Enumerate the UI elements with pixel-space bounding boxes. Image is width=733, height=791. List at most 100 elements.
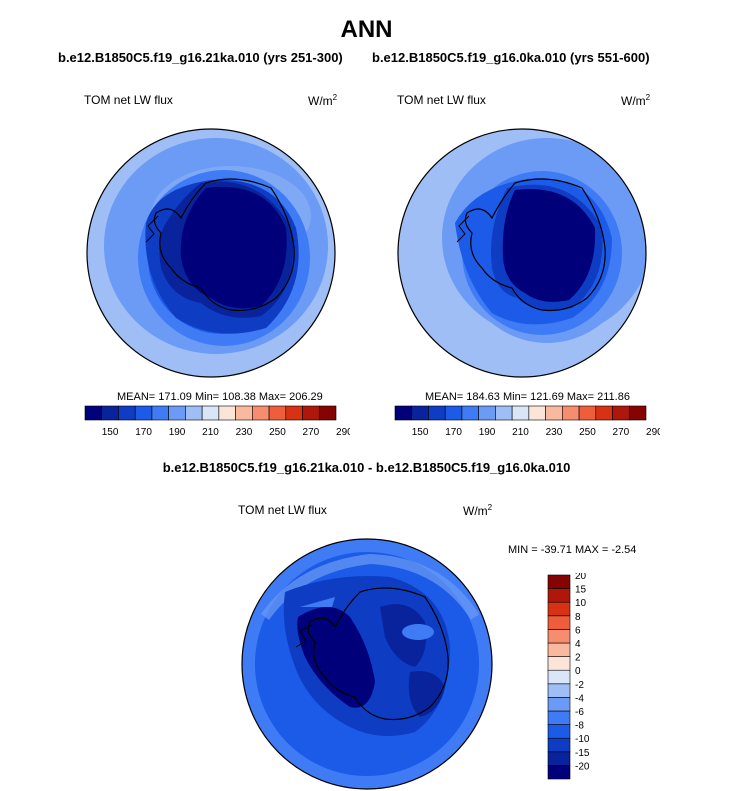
diff-colorbar-swatch [547,765,571,780]
diff-colorbar-tick-label: -6 [575,707,584,718]
right-colorbar-swatch [411,405,429,421]
left-units: W/m2 [308,93,337,108]
right-units-exp: 2 [645,93,651,102]
left-colorbar-swatch [268,405,287,421]
diff-colorbar-tick-label: -15 [575,748,590,759]
diff-units-exp: 2 [487,503,493,512]
diff-colorbar-tick-label: 6 [575,625,581,636]
diff-units: W/m2 [463,503,492,518]
left-colorbar-swatch [302,405,320,421]
diff-colorbar-swatch [547,574,571,589]
diff-stats: MIN = -39.71 MAX = -2.54 [508,544,637,556]
diff-colorbar-tick-label: 20 [575,573,587,582]
left-colorbar-swatch [134,405,153,421]
left-colorbar-swatch [285,405,303,421]
right-colorbar-tick-label: 290 [646,427,660,438]
right-colorbar-swatch [578,405,597,421]
diff-variable-label: TOM net LW flux [238,503,327,517]
diff-colorbar-swatch [547,615,571,630]
diff-units-base: W/m [463,504,488,518]
right-units: W/m2 [621,93,650,108]
left-units-base: W/m [308,94,333,108]
left-colorbar-swatch [218,405,236,421]
right-colorbar-swatch [612,405,630,421]
diff-colorbar-swatch [547,737,571,753]
right-variable-label: TOM net LW flux [397,93,486,107]
right-colorbar-swatch [628,405,647,421]
diff-colorbar-swatch [547,697,571,712]
diff-colorbar-tick-label: -2 [575,680,584,691]
diff-colorbar-tick-label: 8 [575,612,581,623]
right-colorbar-swatch [495,405,513,421]
main-title: ANN [340,16,393,43]
left-colorbar-swatch [168,405,186,421]
left-colorbar-tick-label: 250 [269,427,286,438]
right-colorbar-swatch [461,405,479,421]
left-colorbar-tick-label: 150 [102,427,119,438]
right-colorbar-swatch [595,405,613,421]
diff-colorbar-swatch [547,629,571,644]
diff-colorbar-swatch [547,669,571,685]
right-colorbar-tick-label: 270 [613,427,630,438]
right-colorbar-swatch [394,405,413,421]
right-colorbar: 150 170 190 210 230 250 270 290 [394,405,660,438]
left-stats: MEAN= 171.09 Min= 108.38 Max= 206.29 [117,391,323,403]
left-colorbar-swatch [318,405,337,421]
difference-polar-map [241,538,493,790]
left-colorbar-swatch [84,405,103,421]
diff-colorbar-tick-label: 10 [575,598,587,609]
diff-colorbar-swatch [547,683,571,698]
diff-colorbar-swatch [547,656,571,671]
diff-colorbar-swatch [547,710,571,725]
left-colorbar-tick-label: 170 [135,427,152,438]
left-colorbar-swatch [118,405,136,421]
right-colorbar-swatch [511,405,530,421]
right-colorbar-tick-label: 190 [479,427,496,438]
diff-colorbar-tick-label: -20 [575,761,590,772]
left-polar-map [86,128,336,378]
diff-colorbar-swatch [547,724,571,739]
left-colorbar-swatch [252,405,270,421]
right-colorbar-swatch [545,405,563,421]
diff-colorbar-swatch [547,751,571,766]
left-colorbar-tick-label: 190 [169,427,186,438]
left-colorbar: 150 170 190 210 230 250 270 290 [84,405,350,438]
left-variable-label: TOM net LW flux [84,93,173,107]
case-title-right: b.e12.B1850C5.f19_g16.0ka.010 (yrs 551-6… [372,50,650,65]
right-colorbar-tick-label: 150 [412,427,429,438]
left-colorbar-tick-label: 230 [236,427,253,438]
difference-title: b.e12.B1850C5.f19_g16.21ka.010 - b.e12.B… [162,460,571,475]
left-colorbar-tick-label: 270 [303,427,320,438]
diff-colorbar-swatch [547,588,571,603]
left-colorbar-tick-label: 210 [202,427,219,438]
right-colorbar-tick-label: 230 [546,427,563,438]
left-colorbar-swatch [151,405,169,421]
right-colorbar-swatch [444,405,463,421]
diff-colorbar-tick-label: 2 [575,653,581,664]
diff-colorbar-tick-label: 15 [575,585,587,596]
right-colorbar-swatch [562,405,580,421]
left-colorbar-swatch [201,405,220,421]
right-stats: MEAN= 184.63 Min= 121.69 Max= 211.86 [425,391,630,403]
right-colorbar-tick-label: 170 [445,427,462,438]
left-colorbar-swatch [185,405,203,421]
left-colorbar-swatch [101,405,119,421]
right-colorbar-swatch [528,405,546,421]
right-colorbar-tick-label: 210 [512,427,529,438]
diff-colorbar-tick-label: -4 [575,693,584,704]
right-colorbar-swatch [428,405,446,421]
diff-colorbar-swatch [547,642,571,657]
left-colorbar-swatch [235,405,253,421]
diff-colorbar-swatch [547,601,571,617]
left-colorbar-tick-label: 290 [336,427,350,438]
left-units-exp: 2 [332,93,338,102]
diff-colorbar-tick-label: -8 [575,721,584,732]
right-polar-map [397,128,647,378]
diff-colorbar-tick-label: -10 [575,734,590,745]
case-title-left: b.e12.B1850C5.f19_g16.21ka.010 (yrs 251-… [58,50,343,65]
right-units-base: W/m [621,94,646,108]
diff-colorbar-tick-label: 4 [575,639,581,650]
right-colorbar-swatch [478,405,496,421]
right-colorbar-tick-label: 250 [579,427,596,438]
